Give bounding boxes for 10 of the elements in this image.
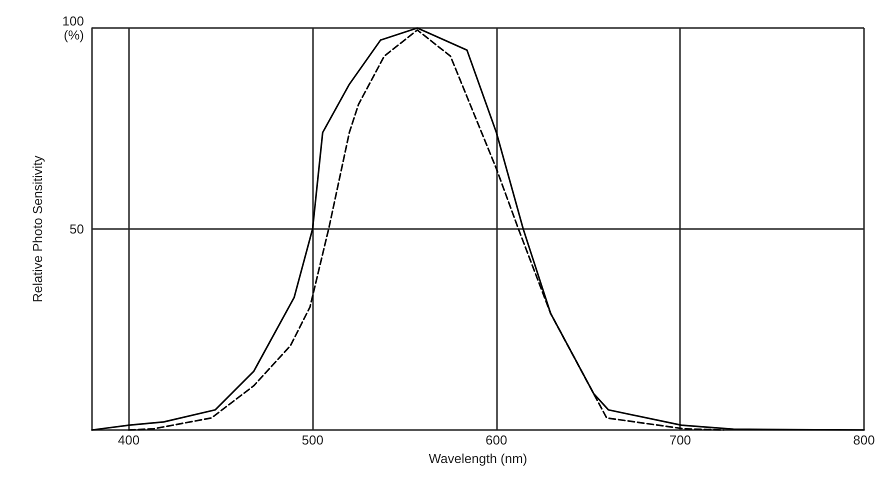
y-tick-label: 100 (%) — [62, 14, 84, 42]
y-tick-label: 50 — [70, 222, 84, 236]
y-axis-title: Relative Photo Sensitivity — [30, 155, 45, 302]
x-tick-label: 800 — [853, 432, 875, 448]
x-tick-label: 400 — [118, 432, 140, 448]
x-tick-label: 600 — [486, 432, 508, 448]
x-axis-title: Wavelength (nm) — [428, 450, 528, 466]
line-series — [91, 27, 865, 431]
x-tick-label: 500 — [302, 432, 324, 448]
x-tick-label: 700 — [669, 432, 692, 448]
